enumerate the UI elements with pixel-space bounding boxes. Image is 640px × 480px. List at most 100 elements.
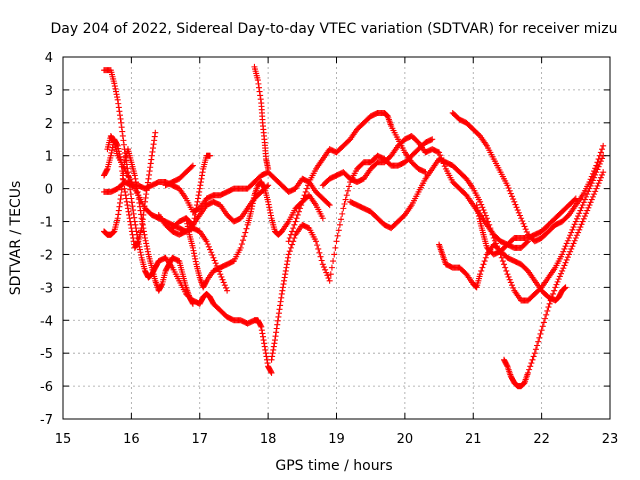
data-point [292, 218, 299, 225]
data-point [542, 315, 549, 322]
data-point [474, 204, 481, 211]
data-point [485, 218, 492, 225]
data-point [473, 202, 480, 209]
data-point [191, 215, 198, 222]
data-point [130, 235, 137, 241]
data-point [532, 346, 539, 353]
data-point [263, 353, 270, 360]
data-point [140, 228, 147, 235]
data-point [580, 199, 587, 206]
data-point [559, 251, 566, 258]
data-point [519, 217, 526, 224]
data-point [560, 248, 567, 255]
data-point [343, 192, 350, 199]
data-point [140, 211, 147, 218]
data-point [129, 231, 136, 238]
data-point [271, 337, 278, 344]
data-point [346, 183, 353, 190]
y-axis-label: SDTVAR / TECUs [8, 181, 24, 296]
data-point [324, 272, 331, 279]
data-point [527, 363, 534, 370]
data-point [286, 235, 293, 241]
data-point [548, 294, 555, 301]
data-point [267, 209, 274, 216]
data-point [255, 80, 262, 87]
data-point [498, 254, 505, 261]
data-point [207, 246, 214, 253]
data-point [194, 198, 201, 205]
data-point [561, 262, 568, 269]
data-point [476, 215, 483, 222]
data-point [596, 152, 603, 159]
data-point [595, 180, 602, 187]
data-point [595, 156, 602, 163]
data-point [144, 179, 151, 186]
data-point [120, 137, 127, 144]
data-point [289, 241, 296, 248]
data-point [264, 360, 271, 367]
series-track-10 [251, 63, 272, 172]
data-point [192, 208, 199, 215]
data-point [522, 226, 529, 233]
data-point [107, 152, 114, 159]
data-point [143, 191, 150, 198]
data-point [521, 223, 528, 230]
data-point [477, 198, 484, 205]
data-point [568, 245, 575, 252]
data-point [257, 96, 264, 103]
data-point [120, 141, 127, 148]
data-point [340, 205, 347, 212]
data-point [193, 205, 200, 212]
series-track-11 [268, 136, 436, 363]
data-point [283, 264, 290, 271]
data-point [474, 207, 481, 214]
data-point [503, 267, 510, 274]
data-point [557, 270, 564, 277]
data-point [482, 254, 489, 261]
data-point [478, 267, 485, 274]
data-point [547, 297, 554, 304]
data-point [275, 310, 282, 317]
data-point [134, 239, 141, 246]
data-point [197, 182, 204, 189]
data-point [260, 337, 267, 344]
y-tick-label: -3 [40, 281, 53, 296]
x-tick-label: 18 [260, 432, 277, 447]
data-point [125, 208, 132, 215]
data-point [116, 108, 123, 115]
data-point [325, 200, 332, 207]
data-point [267, 368, 274, 375]
data-point [561, 245, 568, 252]
data-point [332, 244, 339, 251]
data-point [280, 281, 287, 288]
data-point [183, 217, 190, 224]
data-point [151, 137, 158, 144]
data-point [113, 91, 120, 98]
data-point [508, 193, 515, 200]
data-point [299, 198, 306, 205]
data-point [581, 213, 588, 220]
data-point [150, 145, 157, 152]
series-track-2 [101, 146, 196, 307]
series-track-18 [501, 169, 607, 390]
data-point [122, 188, 129, 195]
data-point [273, 329, 280, 336]
data-point [265, 165, 272, 172]
data-point [116, 199, 123, 206]
data-point [298, 202, 305, 209]
data-point [564, 254, 571, 261]
data-point [254, 77, 261, 84]
data-point [192, 255, 199, 262]
y-tick-label: -6 [40, 380, 53, 395]
data-point [559, 267, 566, 274]
data-point [256, 84, 263, 91]
data-point [585, 204, 592, 211]
data-point [136, 246, 143, 253]
data-point [599, 146, 606, 153]
data-point [258, 323, 265, 330]
data-point [477, 271, 484, 278]
data-point [577, 224, 584, 231]
data-point [196, 185, 203, 192]
y-tick-label: -5 [40, 347, 53, 362]
data-point [290, 225, 297, 232]
